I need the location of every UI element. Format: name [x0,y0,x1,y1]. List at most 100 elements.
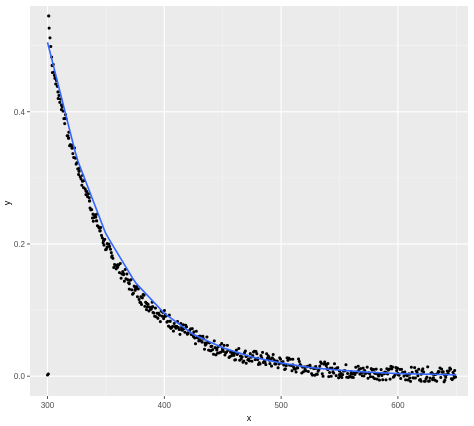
data-point [84,193,88,197]
data-point [428,376,432,380]
data-point [136,287,140,291]
data-point [222,343,226,347]
data-point [225,343,229,347]
data-point [403,370,407,374]
data-point [359,367,363,371]
data-point [56,97,60,101]
data-point [248,352,252,356]
data-point [440,367,444,371]
data-point [168,319,172,323]
data-point [334,374,338,378]
data-point [113,263,117,267]
data-point [127,287,131,291]
data-point [419,379,423,383]
data-point [250,359,254,363]
data-point [158,320,162,324]
data-point [268,362,272,366]
data-point [346,371,350,375]
data-point [152,311,156,315]
data-point [381,378,385,382]
data-point [84,189,88,193]
data-point [156,311,161,315]
data-point [354,365,358,369]
data-point [237,346,241,350]
data-point [90,208,94,212]
data-point [306,369,310,373]
data-point [276,366,280,370]
data-point [353,372,357,376]
data-point [162,309,166,313]
data-point [417,367,421,371]
data-point [393,373,397,377]
data-point [234,348,238,352]
data-point [379,368,383,372]
data-point [387,367,391,371]
data-point [409,365,413,369]
data-point [66,134,70,138]
data-point [395,369,399,373]
data-point [449,367,453,371]
data-point [336,366,340,370]
data-point [220,342,224,346]
data-point [194,342,198,346]
data-point [402,374,406,378]
data-point [375,377,379,381]
y-tick-label: 0.4 [14,108,26,117]
data-point [71,152,75,156]
data-point [202,347,206,351]
data-point [297,359,301,363]
data-point [139,295,143,299]
data-point [129,278,133,282]
data-point [78,175,82,179]
data-point [288,357,292,361]
data-point [99,225,103,229]
data-point [283,367,287,371]
data-point [100,236,104,240]
data-point [131,291,135,295]
data-point [80,183,84,187]
data-point [425,375,429,379]
data-point [274,362,278,366]
data-point [356,364,360,368]
data-point [212,339,216,343]
data-point [49,44,53,48]
data-point [153,306,157,310]
data-point [296,366,300,370]
data-point [172,322,176,326]
data-point [116,265,120,269]
data-point [194,329,198,333]
data-point [185,325,189,329]
data-point [328,371,332,375]
data-point [117,271,121,275]
data-point [234,358,238,362]
data-point [247,359,251,363]
data-point [444,375,448,379]
data-point [177,328,181,332]
data-point [58,100,62,104]
data-point [221,348,225,352]
data-point [112,265,116,269]
data-point [99,233,103,237]
data-point [427,379,431,383]
data-point [279,357,283,361]
data-point [133,288,137,292]
data-point [94,219,99,223]
data-point [265,352,269,356]
data-point [263,360,267,364]
data-point [290,369,294,373]
data-point [391,365,395,369]
data-point [351,375,355,379]
data-point [304,369,308,373]
data-point [426,365,430,369]
data-point [87,199,92,203]
data-point [110,255,114,259]
data-point [130,288,134,292]
data-point [56,90,60,94]
data-point [413,366,417,370]
data-point [326,362,330,366]
data-point [384,378,388,382]
x-tick-label: 400 [158,401,172,410]
data-point [211,348,215,352]
data-point [181,323,185,327]
